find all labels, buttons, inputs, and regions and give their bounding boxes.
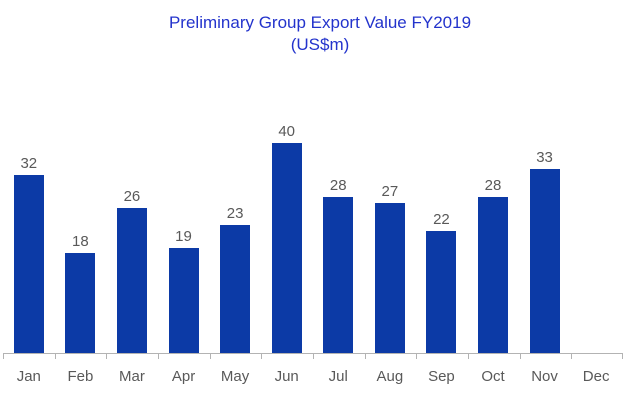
x-axis-tick bbox=[106, 354, 108, 359]
bar-slot: 40 bbox=[261, 124, 313, 354]
bar-slot: 28 bbox=[312, 124, 364, 354]
x-axis-label: May bbox=[220, 368, 250, 385]
bar-slot: 22 bbox=[416, 124, 468, 354]
chart-title-line1: Preliminary Group Export Value FY2019 bbox=[168, 13, 472, 32]
bar-slot: 32 bbox=[3, 124, 55, 354]
x-axis-tick bbox=[261, 354, 263, 359]
x-axis-tick bbox=[416, 354, 418, 359]
bar-slot bbox=[570, 124, 622, 354]
bar-value-label: 27 bbox=[381, 183, 399, 200]
x-axis-label: Feb bbox=[67, 368, 94, 385]
x-axis-tick bbox=[622, 354, 623, 359]
x-axis-label: Sep bbox=[428, 368, 455, 385]
bar-value-label: 28 bbox=[484, 177, 502, 194]
bar bbox=[374, 203, 405, 354]
bar-slot: 27 bbox=[364, 124, 416, 354]
x-axis-label: Apr bbox=[171, 368, 196, 385]
bar-value-label: 28 bbox=[329, 177, 347, 194]
x-axis-line bbox=[3, 353, 623, 359]
bar bbox=[426, 231, 457, 354]
chart-title: Preliminary Group Export Value FY2019 (U… bbox=[0, 12, 640, 56]
x-axis-tick bbox=[468, 354, 469, 359]
bar-value-label: 26 bbox=[123, 188, 141, 205]
x-axis-label: Mar bbox=[119, 368, 145, 385]
x-axis-label: Jul bbox=[328, 368, 348, 385]
bar-slot: 28 bbox=[467, 124, 519, 354]
x-axis-label: Jun bbox=[274, 368, 299, 385]
bar bbox=[271, 143, 302, 354]
bar-value-label: 19 bbox=[175, 228, 192, 245]
chart-title-line2: (US$m) bbox=[290, 35, 350, 54]
bar-slot: 33 bbox=[519, 124, 571, 354]
x-axis-tick bbox=[209, 354, 211, 359]
x-axis-tick bbox=[3, 354, 4, 359]
x-axis-label: Dec bbox=[582, 368, 610, 385]
bar-value-label: 18 bbox=[72, 233, 89, 250]
bar-slot: 18 bbox=[55, 124, 107, 354]
bar bbox=[65, 253, 96, 354]
x-axis-tick bbox=[158, 354, 159, 359]
bar-slot: 19 bbox=[158, 124, 210, 354]
bar bbox=[477, 197, 508, 354]
bar-value-label: 23 bbox=[226, 205, 244, 222]
x-axis-tick bbox=[519, 354, 521, 359]
x-axis-tick bbox=[313, 354, 314, 359]
bar bbox=[116, 208, 147, 354]
x-axis-label: Nov bbox=[531, 368, 558, 385]
bar bbox=[529, 169, 560, 354]
bar bbox=[13, 175, 44, 354]
bar bbox=[168, 248, 199, 354]
bar-slot: 26 bbox=[106, 124, 158, 354]
x-axis-labels: Jan Feb Mar Apr May Jun Jul Aug Sep Oct Nov Dec bbox=[3, 368, 622, 385]
bar-value-label: 33 bbox=[536, 149, 553, 166]
x-axis-tick bbox=[54, 354, 56, 359]
bar bbox=[220, 225, 251, 354]
bar-value-label: 32 bbox=[20, 155, 38, 172]
x-axis-label: Jan bbox=[16, 368, 41, 385]
bar-slot: 23 bbox=[209, 124, 261, 354]
bar-value-label: 22 bbox=[433, 211, 450, 228]
x-axis-tick bbox=[364, 354, 366, 359]
x-axis-tick bbox=[571, 354, 573, 359]
x-axis-label: Aug bbox=[376, 368, 404, 385]
bar bbox=[323, 197, 354, 354]
bar-value-label: 40 bbox=[278, 123, 296, 140]
x-axis-label: Oct bbox=[481, 368, 505, 385]
plot-area: 32 18 26 19 23 40 28 27 22 28 33 bbox=[3, 124, 622, 354]
